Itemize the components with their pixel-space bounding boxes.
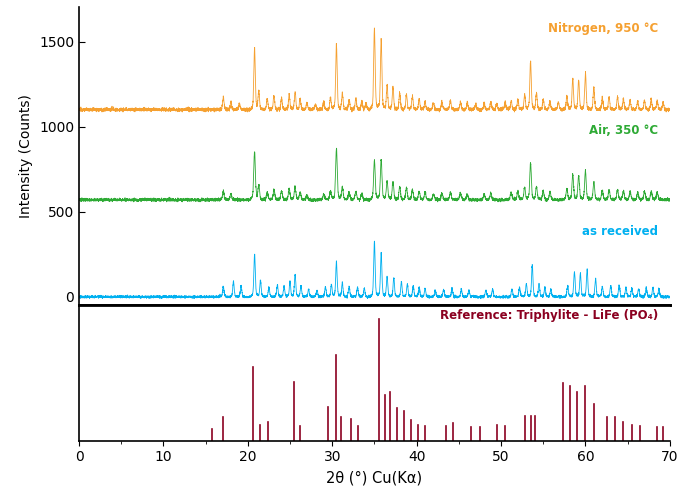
X-axis label: 2θ (°) Cu(Kα): 2θ (°) Cu(Kα) [326,470,423,485]
Text: Reference: Triphylite - LiFe (PO₄): Reference: Triphylite - LiFe (PO₄) [440,309,658,322]
Y-axis label: Intensity (Counts): Intensity (Counts) [19,95,34,218]
Text: Nitrogen, 950 °C: Nitrogen, 950 °C [548,22,658,35]
Text: as received: as received [582,225,658,238]
Text: Air, 350 °C: Air, 350 °C [589,124,658,136]
